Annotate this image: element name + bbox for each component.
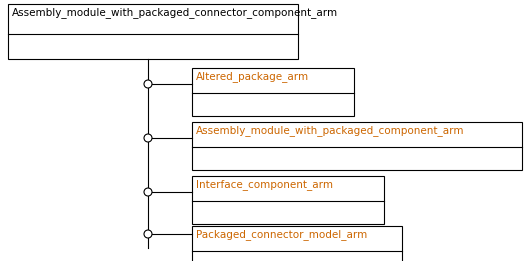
Text: Altered_package_arm: Altered_package_arm xyxy=(196,71,309,82)
Text: Interface_component_arm: Interface_component_arm xyxy=(196,179,333,190)
Circle shape xyxy=(144,230,152,238)
Circle shape xyxy=(144,188,152,196)
Circle shape xyxy=(144,80,152,88)
Bar xyxy=(192,176,384,224)
Text: Packaged_connector_model_arm: Packaged_connector_model_arm xyxy=(196,229,367,240)
Bar xyxy=(192,226,402,261)
Bar xyxy=(8,4,298,59)
Text: Assembly_module_with_packaged_connector_component_arm: Assembly_module_with_packaged_connector_… xyxy=(12,7,338,18)
Text: Assembly_module_with_packaged_component_arm: Assembly_module_with_packaged_component_… xyxy=(196,125,464,136)
Bar xyxy=(192,122,522,170)
Bar xyxy=(192,68,354,116)
Circle shape xyxy=(144,134,152,142)
